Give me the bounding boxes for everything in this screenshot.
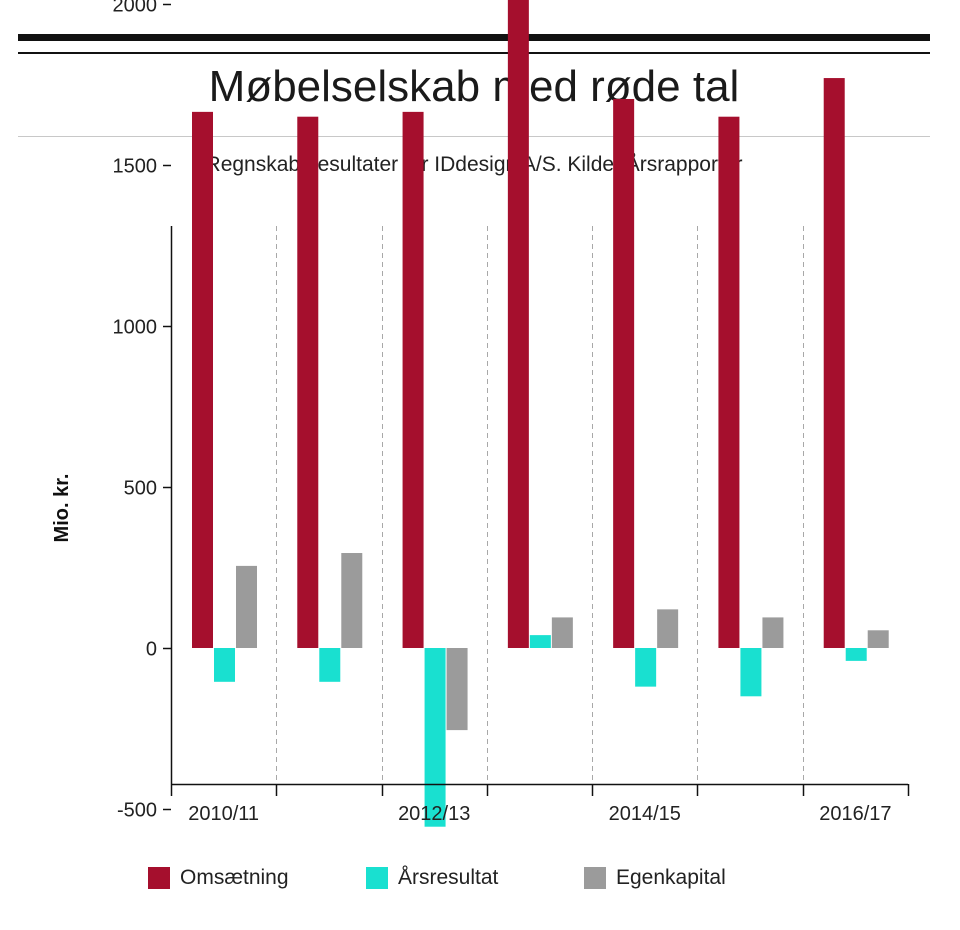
top-thin-rule xyxy=(18,52,930,54)
bar-egenkapital-2014-15 xyxy=(657,609,679,648)
bar-egenkapital-2010-11 xyxy=(236,565,257,648)
y-axis-title: Mio. kr. xyxy=(51,474,73,543)
legend-item-omsaetning: Omsætning xyxy=(148,866,289,890)
bar-egenkapital-2011-12 xyxy=(341,553,363,648)
bar-egenkapital-2016-17 xyxy=(867,630,889,648)
bar-egenkapital-2013-14 xyxy=(551,617,573,648)
legend-swatch-omsaetning xyxy=(148,867,170,889)
bar-rsresultat-2015-16 xyxy=(740,648,762,697)
bar-egenkapital-2015-16 xyxy=(762,617,784,648)
x-tick-label: 2010/11 xyxy=(188,803,259,825)
bar-omstning-2013-14 xyxy=(507,0,529,649)
chart-legend: Omsætning Årsresultat Egenkapital xyxy=(0,866,960,900)
y-tick-label: 1500 xyxy=(113,156,158,178)
x-tick-label: 2012/13 xyxy=(398,803,470,825)
bar-omstning-2010-11 xyxy=(192,111,213,649)
bar-omstning-2015-16 xyxy=(718,116,740,648)
legend-swatch-arsresultat xyxy=(366,867,388,889)
top-thick-rule xyxy=(18,34,930,41)
bar-rsresultat-2016-17 xyxy=(845,648,867,661)
legend-label-arsresultat: Årsresultat xyxy=(398,866,499,889)
bar-omstning-2011-12 xyxy=(297,116,319,648)
y-tick-label: 2000 xyxy=(113,0,158,17)
bar-rsresultat-2012-13 xyxy=(424,648,446,827)
bar-egenkapital-2012-13 xyxy=(446,648,468,731)
bar-rsresultat-2013-14 xyxy=(529,635,551,648)
x-tick-label: 2016/17 xyxy=(819,803,891,825)
title-divider xyxy=(18,136,930,137)
legend-item-egenkapital: Egenkapital xyxy=(584,866,726,890)
y-tick-label: 500 xyxy=(124,478,157,500)
y-tick-label: 1000 xyxy=(113,317,158,339)
bar-rsresultat-2010-11 xyxy=(214,648,235,682)
chart-subtitle: Regnskabsresultater for IDdesign A/S. Ki… xyxy=(205,153,743,176)
bar-rsresultat-2011-12 xyxy=(319,648,341,682)
bar-rsresultat-2014-15 xyxy=(635,648,657,687)
y-tick-label: -500 xyxy=(117,800,157,822)
legend-label-omsaetning: Omsætning xyxy=(180,866,289,889)
x-tick-label: 2014/15 xyxy=(609,803,681,825)
legend-label-egenkapital: Egenkapital xyxy=(616,866,726,889)
bar-omstning-2012-13 xyxy=(402,111,424,649)
bar-omstning-2016-17 xyxy=(823,78,845,648)
y-tick-label: 0 xyxy=(146,639,157,661)
legend-item-arsresultat: Årsresultat xyxy=(366,866,498,890)
page-title: Møbelselskab med røde tal xyxy=(208,62,740,111)
bar-omstning-2014-15 xyxy=(613,98,635,649)
legend-swatch-egenkapital xyxy=(584,867,606,889)
